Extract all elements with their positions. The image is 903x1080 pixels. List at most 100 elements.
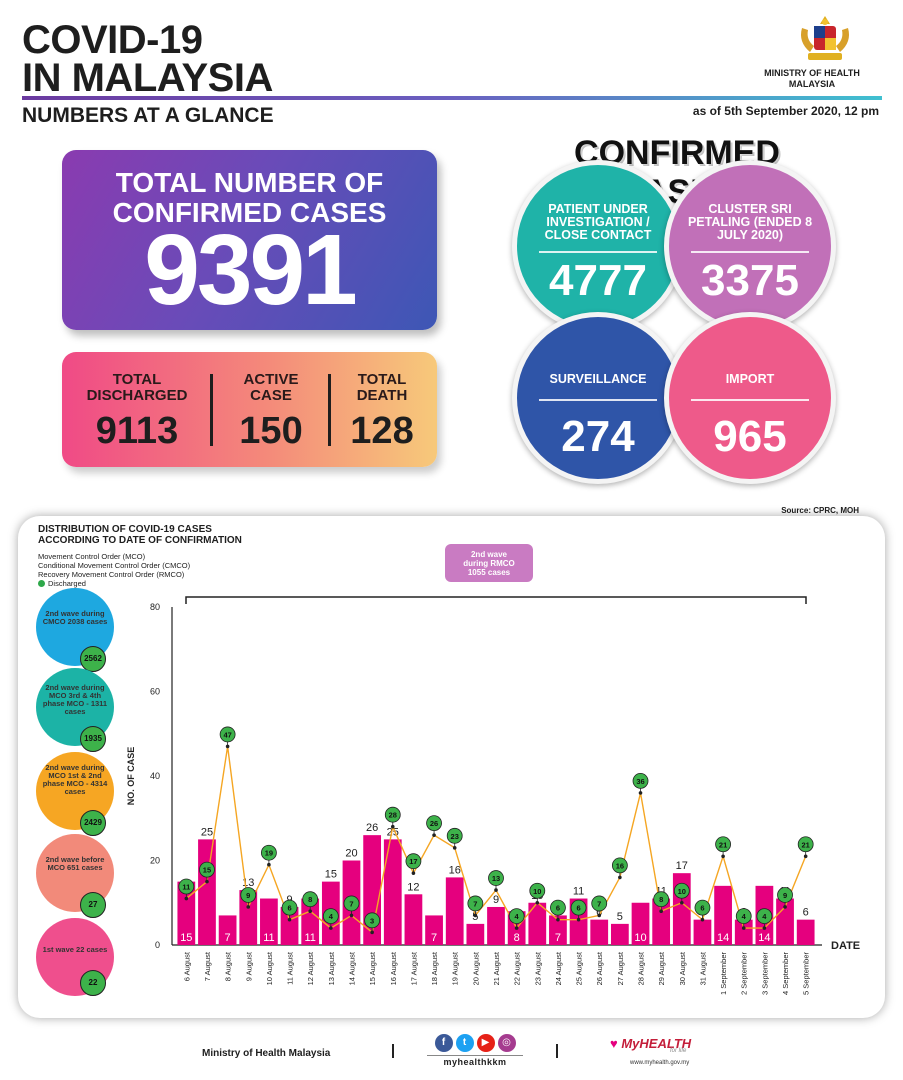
bar xyxy=(776,898,794,945)
bar-value-label: 11 xyxy=(573,886,584,898)
discharged-value-label: 4 xyxy=(762,912,767,921)
total-label-line-1: TOTAL NUMBER OF xyxy=(115,167,384,198)
discharged-value-label: 3 xyxy=(370,916,374,925)
instagram-icon[interactable]: ◎ xyxy=(497,1034,516,1052)
discharged-badge xyxy=(777,887,793,903)
twitter-icon[interactable]: t xyxy=(455,1034,474,1052)
wave-circle-first-wave: 1st wave 22 cases 22 xyxy=(36,918,114,996)
bar-value-label: 14 xyxy=(717,932,729,944)
x-tick-label: 9 August xyxy=(244,951,253,981)
ministry-label: MINISTRY OF HEALTH MALAYSIA xyxy=(742,68,882,90)
x-tick-label: 13 August xyxy=(327,951,336,985)
x-tick-label: 11 August xyxy=(286,951,295,985)
total-confirmed-label: TOTAL NUMBER OF CONFIRMED CASES xyxy=(62,168,437,228)
discharged-badge xyxy=(508,908,525,924)
discharged-badge xyxy=(694,899,711,916)
rmco-wave-box: 2nd wave during RMCO 1055 cases xyxy=(445,544,533,582)
discharged-badge xyxy=(219,726,236,743)
y-tick-label: 20 xyxy=(150,856,160,866)
bar-value-label: 7 xyxy=(555,932,561,944)
discharged-badge xyxy=(426,815,442,832)
bar xyxy=(218,915,237,945)
y-tick-label: 60 xyxy=(150,687,160,697)
bar xyxy=(425,915,443,945)
discharged-value-label: 9 xyxy=(246,891,250,900)
stat-active: ACTIVE CASE 150 xyxy=(212,352,330,467)
discharged-badge xyxy=(591,895,608,912)
discharged-value-label: 8 xyxy=(659,895,663,904)
social-links: f t ▶ ◎ myhealthkkm xyxy=(427,1034,523,1067)
discharged-badge xyxy=(322,908,339,924)
facebook-icon[interactable]: f xyxy=(434,1034,453,1052)
footer: Ministry of Health Malaysia f t ▶ ◎ myhe… xyxy=(0,1034,903,1080)
discharged-badge xyxy=(261,844,277,861)
circle-import: IMPORT 965 xyxy=(664,312,836,484)
footer-separator xyxy=(392,1044,394,1058)
x-tick-label: 7 August xyxy=(203,951,212,981)
x-tick-label: 29 August xyxy=(657,951,666,985)
discharged-badge xyxy=(199,861,215,878)
stat-label-line: TOTAL xyxy=(357,371,407,388)
discharged-badge xyxy=(364,912,381,929)
discharged-value-label: 10 xyxy=(678,887,686,896)
circle-rule xyxy=(691,251,809,253)
discharged-value-label: 6 xyxy=(576,904,580,913)
myhealth-brand: ♥ MyHEALTH xyxy=(610,1036,720,1051)
x-tick-label: 4 September xyxy=(781,952,790,995)
bar xyxy=(528,902,547,945)
stat-death-label: TOTAL DEATH xyxy=(330,372,434,404)
circle-label: PATIENT UNDER INVESTIGATION / CLOSE CONT… xyxy=(544,202,652,242)
stat-death: TOTAL DEATH 128 xyxy=(330,352,434,467)
discharged-value-label: 19 xyxy=(265,849,273,858)
circle-label: CLUSTER SRI PETALING (ENDED 8 JULY 2020) xyxy=(687,202,813,242)
myhealth-url[interactable]: www.myhealth.gov.my xyxy=(630,1060,690,1066)
wave-discharged-badge: 1935 xyxy=(80,726,106,752)
distribution-title: DISTRIBUTION OF COVID-19 CASES ACCORDING… xyxy=(38,524,242,546)
x-tick-label: 15 August xyxy=(368,951,377,985)
stats-card: TOTAL DISCHARGED 9113 ACTIVE CASE 150 TO… xyxy=(62,352,437,467)
x-tick-label: 18 August xyxy=(430,951,439,985)
wave-discharged-badge: 22 xyxy=(80,970,106,996)
discharged-value-label: 9 xyxy=(783,891,787,900)
distribution-title-line-2: ACCORDING TO DATE OF CONFIRMATION xyxy=(38,535,242,546)
youtube-icon[interactable]: ▶ xyxy=(476,1034,495,1052)
title-line-1: COVID-19 xyxy=(22,18,203,62)
discharged-badge xyxy=(343,895,360,912)
discharged-value-label: 17 xyxy=(409,857,417,866)
bar-value-label: 14 xyxy=(758,932,770,944)
stat-discharged-label: TOTAL DISCHARGED xyxy=(72,372,202,404)
x-tick-label: 12 August xyxy=(306,951,315,985)
bar-value-label: 25 xyxy=(201,826,213,838)
discharged-badge xyxy=(302,891,319,908)
discharged-value-label: 11 xyxy=(182,883,190,892)
bar xyxy=(383,839,402,945)
circle-label: IMPORT xyxy=(725,372,775,386)
wave-label: 1st wave 22 cases xyxy=(42,945,108,954)
circle-cluster-sri-petaling: CLUSTER SRI PETALING (ENDED 8 JULY 2020)… xyxy=(664,160,836,332)
stat-label-line: TOTAL xyxy=(112,371,162,388)
discharged-badge xyxy=(632,773,649,789)
discharged-value-label: 4 xyxy=(742,912,747,921)
x-tick-label: 3 September xyxy=(760,952,769,995)
x-tick-label: 27 August xyxy=(616,951,625,985)
bar-value-label: 11 xyxy=(304,932,315,944)
myhealth-brand-text: MyHEALTH xyxy=(621,1036,692,1051)
discharged-badge xyxy=(488,870,504,886)
discharged-value-label: 36 xyxy=(636,777,644,786)
discharged-badge xyxy=(735,908,752,924)
bar xyxy=(198,839,216,945)
bar-value-label: 12 xyxy=(407,881,419,893)
bar xyxy=(239,890,258,945)
ministry-line-2: MALAYSIA xyxy=(788,79,836,89)
wave-label: 2nd wave during CMCO 2038 cases xyxy=(42,609,108,626)
social-handle[interactable]: myhealthkkm xyxy=(427,1055,523,1067)
discharged-badge xyxy=(384,806,401,823)
legend-mco: Movement Control Order (MCO) xyxy=(38,552,146,561)
wave-circle-mco-1-2: 2nd wave during MCO 1st & 2nd phase MCO … xyxy=(36,752,114,836)
bar-value-label: 9 xyxy=(493,894,499,906)
stat-discharged-value: 9113 xyxy=(95,410,179,452)
total-confirmed-value: 9391 xyxy=(144,214,357,326)
bar-value-label: 17 xyxy=(676,860,688,872)
bar-value-label: 8 xyxy=(514,932,520,944)
stat-label-line: DEATH xyxy=(356,387,408,404)
